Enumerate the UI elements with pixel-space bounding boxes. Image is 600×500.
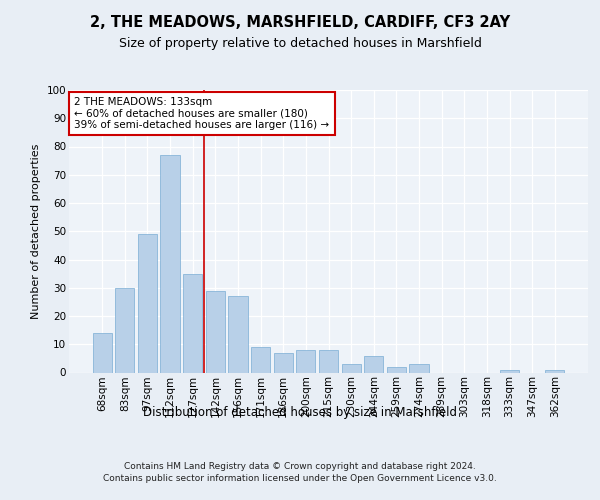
- Bar: [409, 364, 428, 372]
- Bar: [341, 364, 361, 372]
- Bar: [319, 350, 338, 372]
- Text: 2 THE MEADOWS: 133sqm
← 60% of detached houses are smaller (180)
39% of semi-det: 2 THE MEADOWS: 133sqm ← 60% of detached …: [74, 97, 329, 130]
- Bar: [160, 155, 180, 372]
- Text: Distribution of detached houses by size in Marshfield: Distribution of detached houses by size …: [143, 406, 457, 419]
- Text: Size of property relative to detached houses in Marshfield: Size of property relative to detached ho…: [119, 38, 481, 51]
- Bar: [251, 347, 270, 372]
- Bar: [115, 288, 134, 372]
- Text: Contains HM Land Registry data © Crown copyright and database right 2024.
Contai: Contains HM Land Registry data © Crown c…: [103, 462, 497, 483]
- Bar: [364, 356, 383, 372]
- Bar: [229, 296, 248, 372]
- Bar: [206, 290, 225, 372]
- Y-axis label: Number of detached properties: Number of detached properties: [31, 144, 41, 319]
- Bar: [500, 370, 519, 372]
- Bar: [274, 352, 293, 372]
- Bar: [138, 234, 157, 372]
- Bar: [387, 367, 406, 372]
- Text: 2, THE MEADOWS, MARSHFIELD, CARDIFF, CF3 2AY: 2, THE MEADOWS, MARSHFIELD, CARDIFF, CF3…: [90, 15, 510, 30]
- Bar: [92, 333, 112, 372]
- Bar: [296, 350, 316, 372]
- Bar: [545, 370, 565, 372]
- Bar: [183, 274, 202, 372]
